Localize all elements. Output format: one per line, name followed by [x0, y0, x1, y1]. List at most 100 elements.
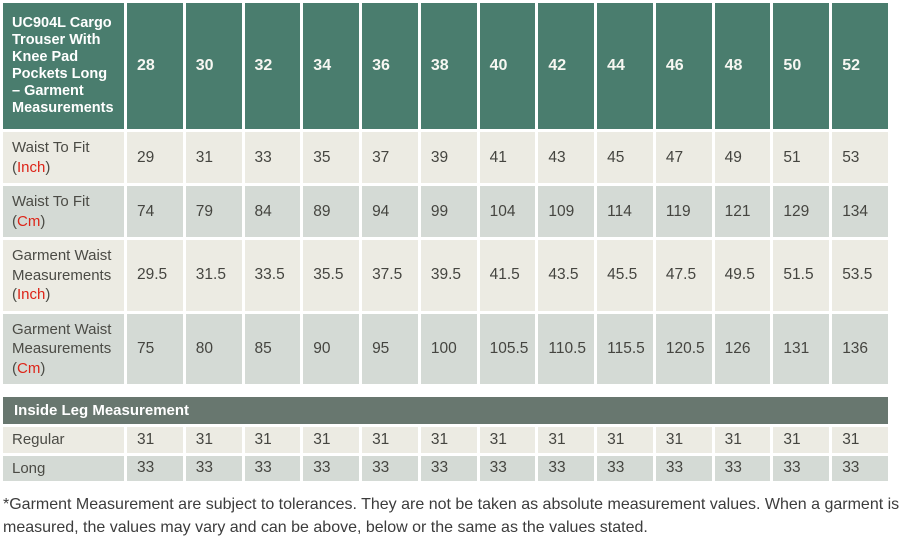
measurement-value: 136: [832, 313, 888, 384]
measurement-value: 95: [362, 313, 418, 384]
measurement-value: 41: [479, 132, 536, 183]
table-title: UC904L Cargo Trouser With Knee Pad Pocke…: [3, 3, 124, 129]
measurement-value: 51.5: [773, 240, 830, 311]
table-row: Regular 31 31 31 31 31 31 31 31 31 31 31 31 31: [3, 427, 888, 453]
measurement-value: 49: [714, 132, 771, 183]
measurement-value: 31: [714, 427, 771, 453]
row-unit: (Cm): [12, 359, 46, 377]
measurement-value: 31: [773, 427, 830, 453]
measurement-value: 129: [773, 186, 830, 237]
measurement-value: 33: [127, 455, 183, 481]
measurement-value: 31: [244, 427, 301, 453]
measurement-value: 90: [303, 313, 360, 384]
row-unit-text: Cm: [17, 359, 41, 377]
measurement-value: 33: [362, 455, 418, 481]
measurement-value: 31: [655, 427, 712, 453]
size-column-header: 52: [832, 3, 888, 129]
measurement-value: 33: [303, 455, 360, 481]
size-chart-page: UC904L Cargo Trouser With Knee Pad Pocke…: [3, 3, 900, 537]
row-label: Waist To Fit (Cm): [3, 186, 124, 237]
size-column-header: 44: [597, 3, 653, 129]
measurement-value: 100: [420, 313, 477, 384]
row-unit: (Inch): [12, 158, 51, 176]
measurement-value: 84: [244, 186, 301, 237]
measurement-value: 99: [420, 186, 477, 237]
measurement-value: 33: [832, 455, 888, 481]
size-column-header: 40: [479, 3, 536, 129]
row-label-text: Long: [12, 459, 46, 477]
measurement-value: 33: [597, 455, 653, 481]
measurement-value: 31: [479, 427, 536, 453]
measurement-value: 33: [244, 455, 301, 481]
row-unit-text: Inch: [17, 286, 46, 303]
measurement-value: 45: [597, 132, 653, 183]
measurement-value: 33: [244, 132, 301, 183]
measurement-value: 75: [127, 313, 183, 384]
row-label: Long: [3, 455, 124, 481]
measurement-value: 43: [538, 132, 595, 183]
table-row: Long 33 33 33 33 33 33 33 33 33 33 33 33 33: [3, 455, 888, 481]
measurement-value: 126: [714, 313, 771, 384]
measurement-value: 35: [303, 132, 360, 183]
measurement-value: 45.5: [597, 240, 653, 311]
measurement-value: 80: [185, 313, 242, 384]
measurement-value: 33.5: [244, 240, 301, 311]
measurement-value: 31: [538, 427, 595, 453]
measurement-value: 94: [362, 186, 418, 237]
section-header-row: Inside Leg Measurement: [3, 397, 888, 424]
row-unit-text: Cm: [17, 212, 41, 230]
table-row: Waist To Fit (Inch) 29 31 33 35 37 39 41 43 45 47 49…: [3, 132, 888, 183]
table-row: Waist To Fit (Cm) 74 79 84 89 94 99 104 109 114 119…: [3, 186, 888, 237]
size-header-row: UC904L Cargo Trouser With Knee Pad Pocke…: [3, 3, 888, 129]
tolerance-footnote: *Garment Measurement are subject to tole…: [3, 496, 900, 537]
measurement-value: 43.5: [538, 240, 595, 311]
row-label: Garment Waist Measurements (Inch): [3, 240, 124, 311]
measurement-value: 31: [127, 427, 183, 453]
measurement-value: 31: [185, 427, 242, 453]
measurement-value: 41.5: [479, 240, 536, 311]
size-column-header: 28: [127, 3, 183, 129]
row-label: Garment Waist Measurements (Cm): [3, 313, 124, 384]
t2-body: Regular 31 31 31 31 31 31 31 31 31 31 31 31 31 Long 33 3…: [3, 427, 888, 481]
measurement-value: 37.5: [362, 240, 418, 311]
size-column-header: 50: [773, 3, 830, 129]
measurement-value: 53.5: [832, 240, 888, 311]
measurement-value: 39.5: [420, 240, 477, 311]
measurement-value: 33: [538, 455, 595, 481]
row-unit: (Inch): [12, 286, 51, 303]
measurement-value: 89: [303, 186, 360, 237]
measurement-value: 31: [597, 427, 653, 453]
measurement-value: 115.5: [597, 313, 653, 384]
row-label: Regular: [3, 427, 124, 453]
measurement-value: 31: [303, 427, 360, 453]
measurement-value: 53: [832, 132, 888, 183]
measurement-value: 120.5: [655, 313, 712, 384]
measurement-value: 39: [420, 132, 477, 183]
measurement-value: 31.5: [185, 240, 242, 311]
row-label-text: Waist To Fit: [12, 193, 90, 210]
measurement-value: 74: [127, 186, 183, 237]
size-column-header: 36: [362, 3, 418, 129]
row-label-text: Garment Waist Measurements: [12, 247, 112, 284]
measurement-value: 109: [538, 186, 595, 237]
table-row: Garment Waist Measurements (Inch) 29.5 31.5…: [3, 240, 888, 311]
measurement-value: 110.5: [538, 313, 595, 384]
measurement-value: 105.5: [479, 313, 536, 384]
measurement-value: 119: [655, 186, 712, 237]
section-title: Inside Leg Measurement: [3, 397, 888, 424]
row-label-text: Waist To Fit: [12, 139, 90, 156]
measurement-value: 104: [479, 186, 536, 237]
measurement-value: 49.5: [714, 240, 771, 311]
garment-measurements-table: UC904L Cargo Trouser With Knee Pad Pocke…: [3, 3, 888, 384]
measurement-value: 29: [127, 132, 183, 183]
row-unit-text: Inch: [17, 158, 46, 176]
measurement-value: 79: [185, 186, 242, 237]
measurement-value: 121: [714, 186, 771, 237]
measurement-value: 31: [185, 132, 242, 183]
measurement-value: 31: [420, 427, 477, 453]
measurement-value: 31: [832, 427, 888, 453]
measurement-value: 33: [479, 455, 536, 481]
measurement-value: 85: [244, 313, 301, 384]
measurement-value: 33: [420, 455, 477, 481]
measurement-value: 47: [655, 132, 712, 183]
